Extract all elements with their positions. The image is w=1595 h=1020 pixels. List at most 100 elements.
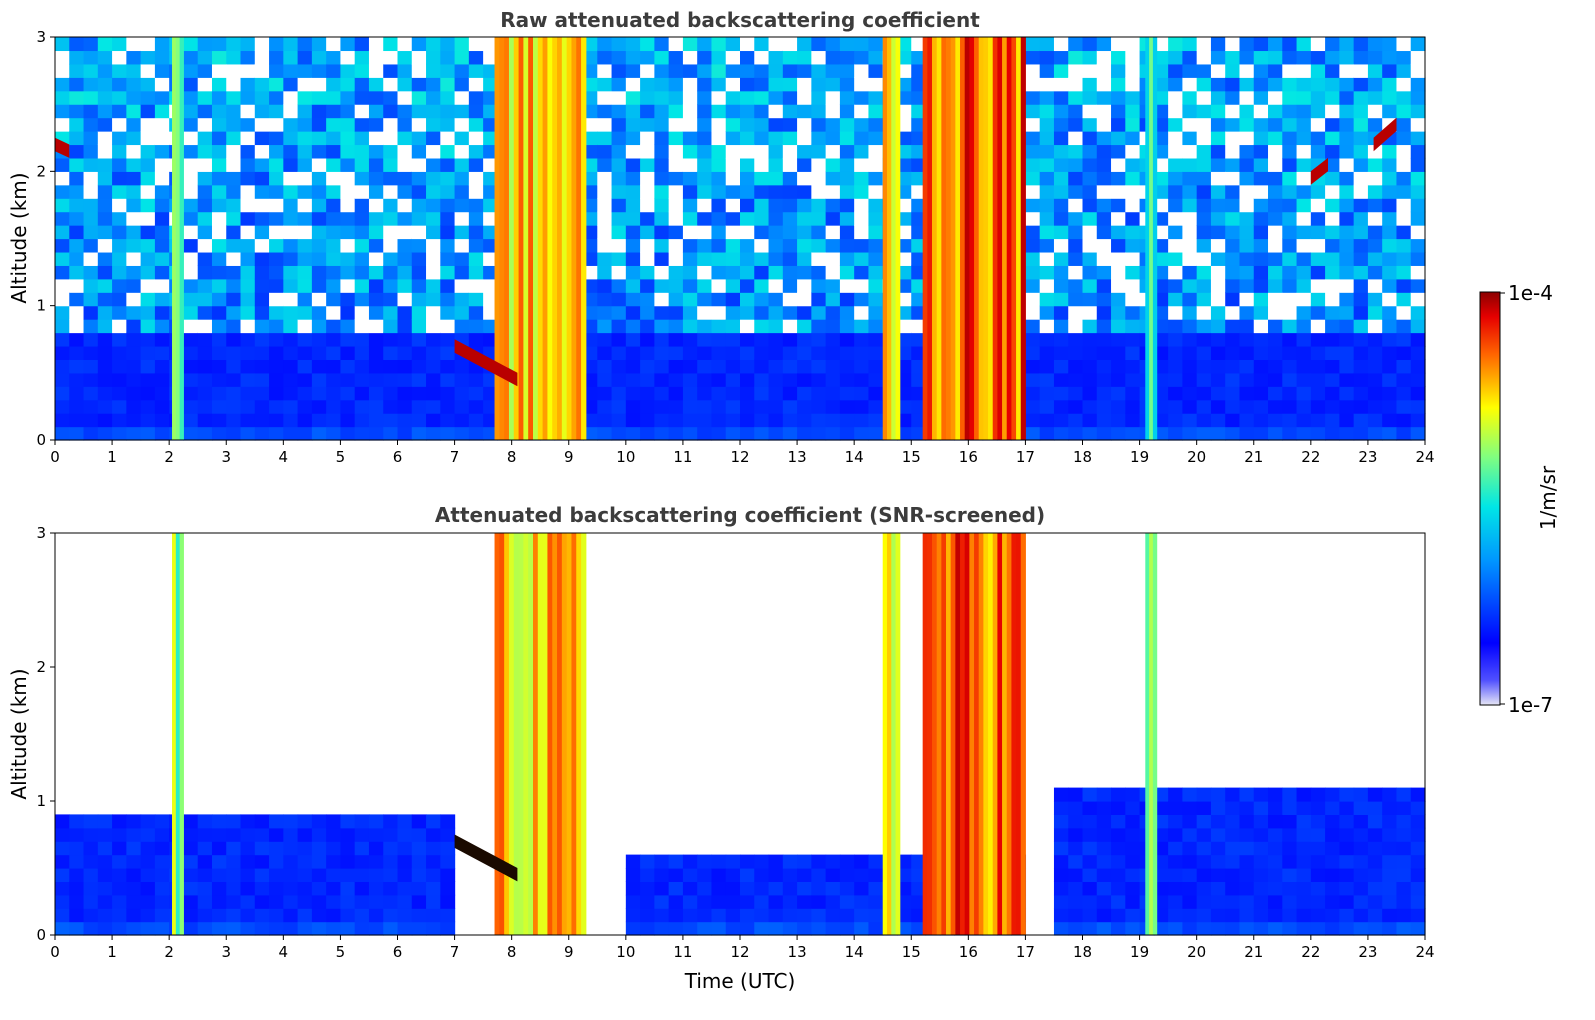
heatmap-cell bbox=[682, 157, 698, 172]
heatmap-cell bbox=[911, 77, 927, 92]
heatmap-cell bbox=[126, 171, 142, 186]
heatmap-cell bbox=[1025, 184, 1041, 199]
heatmap-cell bbox=[112, 854, 127, 869]
heatmap-cell bbox=[126, 90, 142, 105]
heatmap-cell bbox=[1082, 827, 1098, 842]
heatmap-cell bbox=[1382, 868, 1398, 882]
heatmap-cell bbox=[1082, 90, 1098, 105]
heatmap-cell bbox=[383, 184, 399, 199]
heatmap-cell bbox=[254, 841, 270, 856]
heatmap-cell bbox=[197, 868, 213, 882]
heatmap-cell bbox=[1068, 841, 1084, 856]
heatmap-cell bbox=[440, 77, 456, 92]
heatmap-cell bbox=[740, 225, 755, 240]
precip-column-strip bbox=[895, 533, 901, 935]
heatmap-cell bbox=[1225, 319, 1241, 334]
heatmap-cell bbox=[1025, 63, 1041, 78]
heatmap-cell bbox=[55, 854, 70, 869]
heatmap-cell bbox=[283, 827, 299, 842]
heatmap-cell bbox=[1325, 211, 1340, 226]
heatmap-cell bbox=[454, 104, 470, 119]
heatmap-cell bbox=[1210, 921, 1226, 936]
heatmap-cell bbox=[1210, 251, 1226, 266]
heatmap-cell bbox=[1225, 63, 1241, 78]
heatmap-cell bbox=[1353, 198, 1369, 213]
heatmap-cell bbox=[83, 63, 99, 78]
heatmap-cell bbox=[254, 854, 270, 869]
heatmap-cell bbox=[97, 211, 113, 226]
heatmap-cell bbox=[1353, 814, 1369, 829]
heatmap-cell bbox=[126, 198, 142, 213]
heatmap-cell bbox=[354, 117, 370, 132]
heatmap-cell bbox=[283, 157, 299, 172]
heatmap-cell bbox=[839, 251, 855, 266]
heatmap-cell bbox=[226, 292, 242, 307]
heatmap-cell bbox=[1111, 908, 1126, 923]
heatmap-cell bbox=[583, 37, 598, 52]
heatmap-cell bbox=[640, 426, 655, 441]
heatmap-cell bbox=[1410, 157, 1426, 172]
precip-column-strip bbox=[891, 533, 897, 935]
heatmap-cell bbox=[1068, 881, 1084, 896]
heatmap-cell bbox=[126, 184, 142, 199]
heatmap-cell bbox=[183, 225, 199, 240]
heatmap-cell bbox=[1025, 319, 1041, 334]
heatmap-cell bbox=[55, 104, 70, 119]
heatmap-cell bbox=[1225, 921, 1241, 936]
heatmap-cell bbox=[725, 238, 741, 253]
top-panel-title: Raw attenuated backscattering coefficien… bbox=[500, 8, 980, 32]
heatmap-cell bbox=[740, 117, 755, 132]
heatmap-cell bbox=[197, 238, 213, 253]
heatmap-cell bbox=[1082, 332, 1098, 347]
heatmap-cell bbox=[426, 104, 441, 119]
heatmap-cell bbox=[269, 413, 284, 428]
heatmap-cell bbox=[1367, 278, 1383, 293]
heatmap-cell bbox=[1068, 814, 1084, 829]
heatmap-cell bbox=[69, 37, 85, 52]
heatmap-cell bbox=[55, 814, 70, 829]
heatmap-cell bbox=[368, 881, 384, 896]
heatmap-cell bbox=[297, 131, 313, 146]
heatmap-cell bbox=[254, 292, 270, 307]
heatmap-cell bbox=[1410, 399, 1426, 414]
heatmap-cell bbox=[839, 117, 855, 132]
heatmap-cell bbox=[97, 921, 113, 936]
heatmap-cell bbox=[1296, 319, 1312, 334]
heatmap-cell bbox=[340, 144, 356, 159]
heatmap-cell bbox=[1253, 827, 1269, 842]
heatmap-cell bbox=[326, 426, 342, 441]
heatmap-cell bbox=[1182, 908, 1198, 923]
heatmap-cell bbox=[1111, 345, 1126, 360]
heatmap-cell bbox=[697, 332, 713, 347]
heatmap-cell bbox=[311, 426, 327, 441]
heatmap-cell bbox=[1353, 332, 1369, 347]
heatmap-cell bbox=[1367, 251, 1383, 266]
heatmap-cell bbox=[1239, 814, 1255, 829]
heatmap-cell bbox=[211, 814, 227, 829]
heatmap-cell bbox=[1068, 921, 1084, 936]
precip-column-strip bbox=[1149, 533, 1154, 935]
heatmap-cell bbox=[55, 198, 70, 213]
heatmap-cell bbox=[1210, 319, 1226, 334]
heatmap-cell bbox=[1310, 90, 1326, 105]
heatmap-cell bbox=[1296, 868, 1312, 882]
heatmap-cell bbox=[140, 131, 156, 146]
heatmap-cell bbox=[55, 908, 70, 923]
heatmap-cell bbox=[254, 198, 270, 213]
heatmap-cell bbox=[240, 868, 256, 882]
precip-column-strip bbox=[983, 533, 989, 935]
heatmap-cell bbox=[440, 171, 456, 186]
heatmap-cell bbox=[682, 238, 698, 253]
heatmap-cell bbox=[426, 386, 441, 401]
heatmap-cell bbox=[1353, 157, 1369, 172]
heatmap-cell bbox=[1225, 868, 1241, 882]
heatmap-cell bbox=[1339, 921, 1355, 936]
heatmap-cell bbox=[97, 198, 113, 213]
heatmap-cell bbox=[1353, 63, 1369, 78]
heatmap-cell bbox=[1053, 157, 1069, 172]
heatmap-cell bbox=[140, 265, 156, 280]
heatmap-cell bbox=[825, 63, 841, 78]
heatmap-cell bbox=[83, 184, 99, 199]
heatmap-cell bbox=[383, 104, 399, 119]
heatmap-cell bbox=[854, 386, 870, 401]
